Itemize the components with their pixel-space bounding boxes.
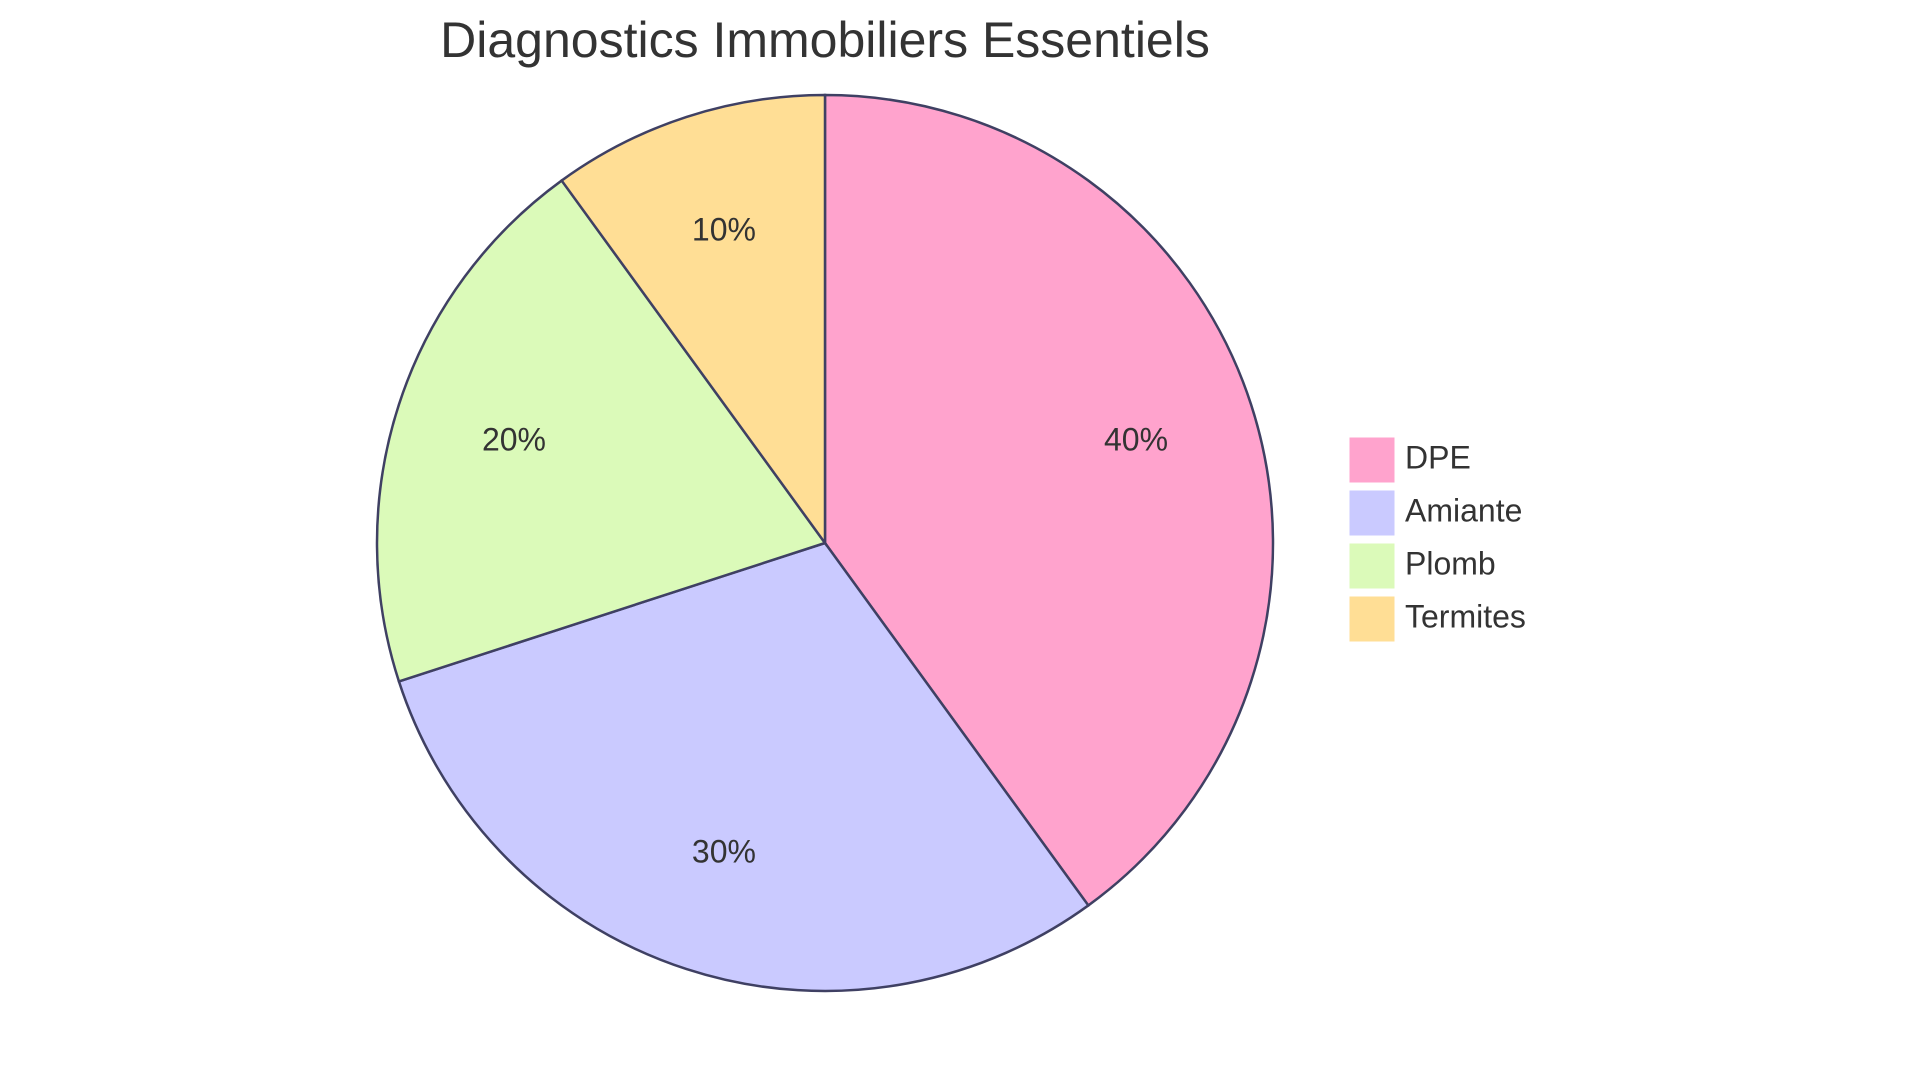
legend-swatch-plomb: [1349, 543, 1395, 589]
slice-label-amiante: 30%: [692, 833, 756, 869]
chart-title: Diagnostics Immobiliers Essentiels: [440, 12, 1210, 68]
pie-slice-plomb: [375, 178, 828, 684]
legend-swatch-dpe: [1349, 437, 1395, 483]
legend-swatch-termites: [1349, 596, 1395, 642]
legend-label-dpe: DPE: [1405, 439, 1471, 475]
slice-label-plomb: 20%: [482, 421, 546, 457]
legend: DPE Amiante Plomb Termites: [1349, 437, 1526, 642]
pie-slice-termites: [559, 93, 827, 547]
legend-label-plomb: Plomb: [1405, 545, 1496, 581]
legend-swatch-amiante: [1349, 490, 1395, 536]
slice-label-termites: 10%: [692, 211, 756, 247]
pie-slice-amiante: [397, 541, 1091, 993]
pie-slices: [375, 93, 1275, 993]
pie-slice-dpe: [823, 93, 1275, 908]
legend-label-termites: Termites: [1405, 598, 1526, 634]
slice-label-dpe: 40%: [1104, 421, 1168, 457]
legend-label-amiante: Amiante: [1405, 492, 1522, 528]
slice-labels: 40% 30% 20% 10%: [482, 211, 1168, 869]
